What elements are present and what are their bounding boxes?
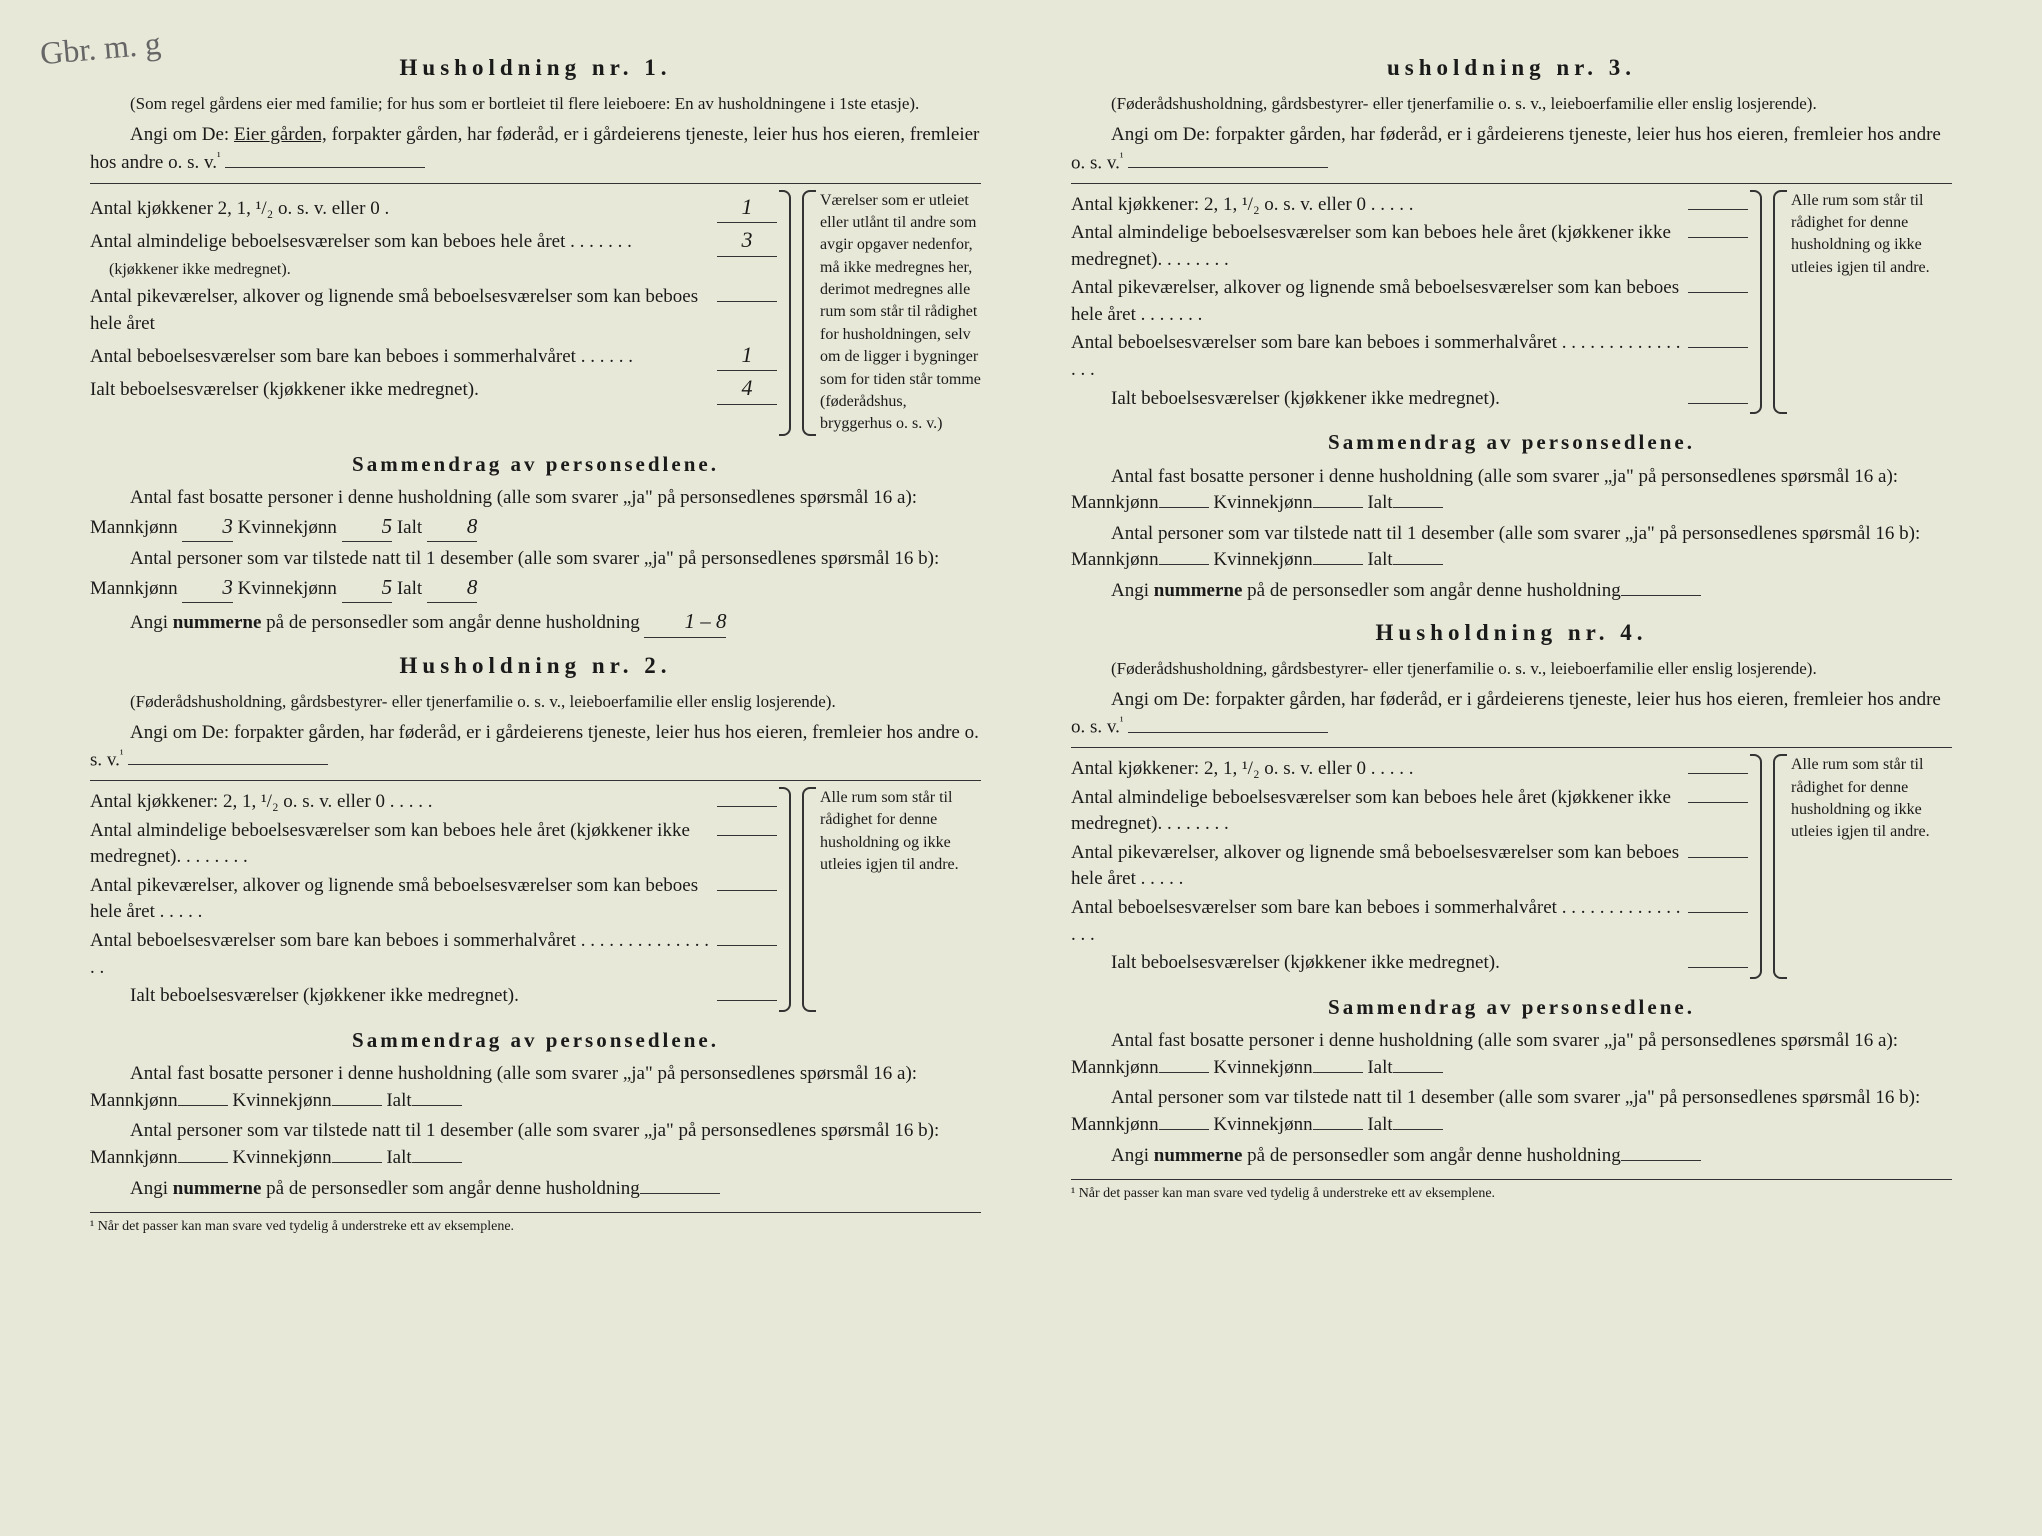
h2-angiom: Angi om De: forpakter gården, har føderå… bbox=[90, 720, 981, 775]
h3-rooms-block: Antal kjøkkener: 2, 1, ¹/₂ o. s. v. elle… bbox=[1071, 190, 1762, 415]
h4-rooms-block: Antal kjøkkener: 2, 1, ¹/₂ o. s. v. elle… bbox=[1071, 754, 1762, 979]
h4-footnote: ¹ Når det passer kan man svare ved tydel… bbox=[1071, 1179, 1952, 1204]
h1-v2-val bbox=[717, 301, 777, 302]
h1-subtitle: (Som regel gårdens eier med familie; for… bbox=[90, 92, 981, 116]
h1-sidenote: Værelser som er utleiet eller utlånt til… bbox=[801, 190, 981, 436]
h1-angiom: Angi om De: Eier gården, forpakter gårde… bbox=[90, 122, 981, 177]
h4-subtitle: (Føderådshusholdning, gårdsbestyrer- ell… bbox=[1071, 657, 1952, 681]
right-page: usholdning nr. 3. (Føderådshusholdning, … bbox=[1021, 40, 1982, 1496]
h4-angiom: Angi om De: forpakter gården, har føderå… bbox=[1071, 687, 1952, 742]
h1-nummer: Angi nummerne på de personsedler som ang… bbox=[90, 607, 981, 637]
h1-v1-val: 3 bbox=[717, 225, 777, 257]
h1-ialt-val: 4 bbox=[717, 373, 777, 405]
h1-s16a: Antal fast bosatte personer i denne hush… bbox=[90, 485, 981, 542]
angi-underlined: Eier gården, bbox=[234, 124, 327, 145]
h4-nummer: Angi nummerne på de personsedler som ang… bbox=[1071, 1143, 1952, 1170]
angi-blank bbox=[225, 167, 425, 168]
h3-s16a: Antal fast bosatte personer i denne hush… bbox=[1071, 464, 1952, 517]
h3-angiom: Angi om De: forpakter gården, har føderå… bbox=[1071, 122, 1952, 177]
h1-v3-val: 1 bbox=[717, 340, 777, 372]
h1-v3-label: Antal beboelsesværelser som bare kan beb… bbox=[90, 344, 717, 371]
h2-sammendrag: Sammendrag av personsedlene. bbox=[90, 1026, 981, 1055]
h3-sidenote: Alle rum som står til rådighet for denne… bbox=[1772, 190, 1952, 415]
h2-s16b: Antal personer som var tilstede natt til… bbox=[90, 1118, 981, 1171]
h2-nummer: Angi nummerne på de personsedler som ang… bbox=[90, 1176, 981, 1203]
h1-s16b: Antal personer som var tilstede natt til… bbox=[90, 546, 981, 603]
h1-title: Husholdning nr. 1. bbox=[90, 52, 981, 84]
h4-sidenote: Alle rum som står til rådighet for denne… bbox=[1772, 754, 1952, 979]
h4-title: Husholdning nr. 4. bbox=[1071, 617, 1952, 649]
h4-s16a: Antal fast bosatte personer i denne hush… bbox=[1071, 1028, 1952, 1081]
h2-sidenote: Alle rum som står til rådighet for denne… bbox=[801, 787, 981, 1012]
left-page: Husholdning nr. 1. (Som regel gårdens ei… bbox=[60, 40, 1021, 1496]
h3-s16b: Antal personer som var tilstede natt til… bbox=[1071, 521, 1952, 574]
h2-s16a: Antal fast bosatte personer i denne hush… bbox=[90, 1061, 981, 1114]
h4-sammendrag: Sammendrag av personsedlene. bbox=[1071, 993, 1952, 1022]
h1-v1-label: Antal almindelige beboelsesværelser som … bbox=[90, 229, 717, 282]
h1-v2-label: Antal pikeværelser, alkover og lignende … bbox=[90, 284, 717, 337]
h3-title: usholdning nr. 3. bbox=[1071, 52, 1952, 84]
h1-ialt-label: Ialt beboelsesværelser (kjøkkener ikke m… bbox=[90, 377, 717, 404]
angi-prefix: Angi om De: bbox=[130, 124, 229, 145]
h2-footnote: ¹ Når det passer kan man svare ved tydel… bbox=[90, 1212, 981, 1237]
h3-sammendrag: Sammendrag av personsedlene. bbox=[1071, 428, 1952, 457]
h1-sammendrag: Sammendrag av personsedlene. bbox=[90, 450, 981, 479]
h3-subtitle: (Føderådshusholdning, gårdsbestyrer- ell… bbox=[1071, 92, 1952, 116]
h2-rooms-block: Antal kjøkkener: 2, 1, ¹/₂ o. s. v. elle… bbox=[90, 787, 791, 1012]
h1-kjokken-val: 1 bbox=[717, 192, 777, 224]
h2-title: Husholdning nr. 2. bbox=[90, 650, 981, 682]
h3-nummer: Angi nummerne på de personsedler som ang… bbox=[1071, 578, 1952, 605]
h2-subtitle: (Føderådshusholdning, gårdsbestyrer- ell… bbox=[90, 690, 981, 714]
h4-s16b: Antal personer som var tilstede natt til… bbox=[1071, 1085, 1952, 1138]
h1-rooms-block: Antal kjøkkener 2, 1, ¹/₂ o. s. v. eller… bbox=[90, 190, 791, 436]
h1-kjokken-label: Antal kjøkkener 2, 1, ¹/₂ o. s. v. eller… bbox=[90, 196, 717, 223]
